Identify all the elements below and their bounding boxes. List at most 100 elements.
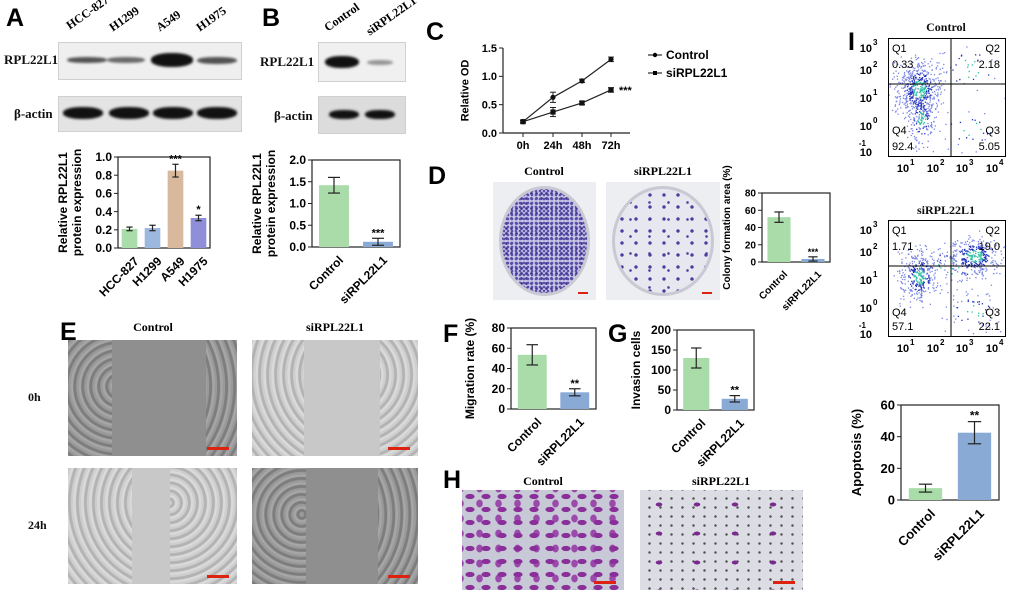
event-dot <box>935 108 937 110</box>
event-dot <box>980 253 983 255</box>
event-dot <box>917 103 919 105</box>
event-dot <box>920 288 923 290</box>
event-dot <box>977 251 979 254</box>
event-dot <box>985 242 988 244</box>
event-dot <box>965 259 968 261</box>
event-dot <box>917 97 919 100</box>
event-dot <box>926 128 928 131</box>
event-dot <box>931 58 933 60</box>
event-dot <box>911 92 913 94</box>
event-dot <box>908 268 911 270</box>
event-dot <box>916 84 918 86</box>
event-dot <box>927 73 929 75</box>
x-tick-label: 10 <box>927 343 939 355</box>
event-dot <box>921 254 923 257</box>
event-dot <box>921 269 923 271</box>
event-dot <box>909 94 911 96</box>
event-dot <box>939 86 941 88</box>
event-dot <box>899 98 902 100</box>
event-dot <box>921 94 924 96</box>
event-dot <box>925 86 927 89</box>
event-dot <box>920 264 922 266</box>
event-dot <box>906 106 909 108</box>
event-dot <box>980 128 982 131</box>
event-dot <box>916 268 918 270</box>
event-dot <box>919 244 921 246</box>
event-dot <box>906 78 908 81</box>
event-dot <box>932 262 934 265</box>
event-dot <box>922 63 924 65</box>
y-tick-label: 0 <box>888 493 895 508</box>
event-dot <box>977 247 979 249</box>
y-tick-label: 0.6 <box>95 187 112 201</box>
event-dot <box>917 120 919 123</box>
wound-image-control-0h <box>68 340 237 456</box>
event-dot <box>982 312 984 315</box>
event-dot <box>933 128 936 130</box>
event-dot <box>966 261 968 263</box>
event-dot <box>895 100 897 103</box>
event-dot <box>972 260 974 262</box>
event-dot <box>965 137 968 139</box>
event-dot <box>990 284 993 286</box>
event-dot <box>909 92 911 95</box>
event-dot <box>992 272 995 275</box>
event-dot <box>909 88 911 90</box>
event-dot <box>934 82 936 84</box>
event-dot <box>897 108 899 110</box>
event-dot <box>937 248 940 251</box>
event-dot <box>936 282 939 284</box>
y-axis-label: Apoptosis (%) <box>849 409 864 496</box>
event-dot <box>911 280 913 283</box>
event-dot <box>912 113 914 115</box>
event-dot <box>929 292 931 294</box>
event-dot <box>926 71 928 73</box>
event-dot <box>915 265 917 268</box>
event-dot <box>966 267 968 269</box>
event-dot <box>980 252 982 254</box>
event-dot <box>926 261 929 264</box>
event-dot <box>909 77 911 79</box>
x-tick-label: Control <box>757 269 790 302</box>
event-dot <box>919 283 922 285</box>
event-dot <box>960 250 963 252</box>
event-dot <box>920 280 923 282</box>
event-dot <box>973 264 976 266</box>
event-dot <box>980 269 982 271</box>
event-dot <box>902 288 905 291</box>
event-dot <box>1004 97 1005 100</box>
event-dot <box>915 284 917 286</box>
event-dot <box>918 114 920 116</box>
event-dot <box>898 95 900 98</box>
event-dot <box>927 114 930 117</box>
event-dot <box>985 277 987 280</box>
event-dot <box>939 261 941 264</box>
event-dot <box>904 265 906 268</box>
event-dot <box>904 98 906 100</box>
event-dot <box>949 255 952 258</box>
event-dot <box>918 283 920 285</box>
event-dot <box>973 254 975 256</box>
event-dot <box>921 284 923 286</box>
event-dot <box>913 135 916 138</box>
event-dot <box>936 62 938 64</box>
event-dot <box>896 75 898 77</box>
event-dot <box>918 91 921 94</box>
event-dot <box>925 90 928 93</box>
event-dot <box>929 279 931 282</box>
event-dot <box>920 104 922 107</box>
event-dot <box>926 278 929 280</box>
blot-row-label: β-actin <box>14 106 53 121</box>
y-tick-label: 1.5 <box>482 43 497 55</box>
event-dot <box>917 73 920 75</box>
event-dot <box>930 125 933 128</box>
event-dot <box>909 98 911 100</box>
event-dot <box>970 245 972 247</box>
event-dot <box>910 101 912 103</box>
event-dot <box>929 131 932 133</box>
event-dot <box>932 150 935 153</box>
y-tick-label: 0.4 <box>95 205 112 219</box>
event-dot <box>985 244 987 246</box>
event-dot <box>981 278 984 280</box>
event-dot <box>954 249 956 252</box>
